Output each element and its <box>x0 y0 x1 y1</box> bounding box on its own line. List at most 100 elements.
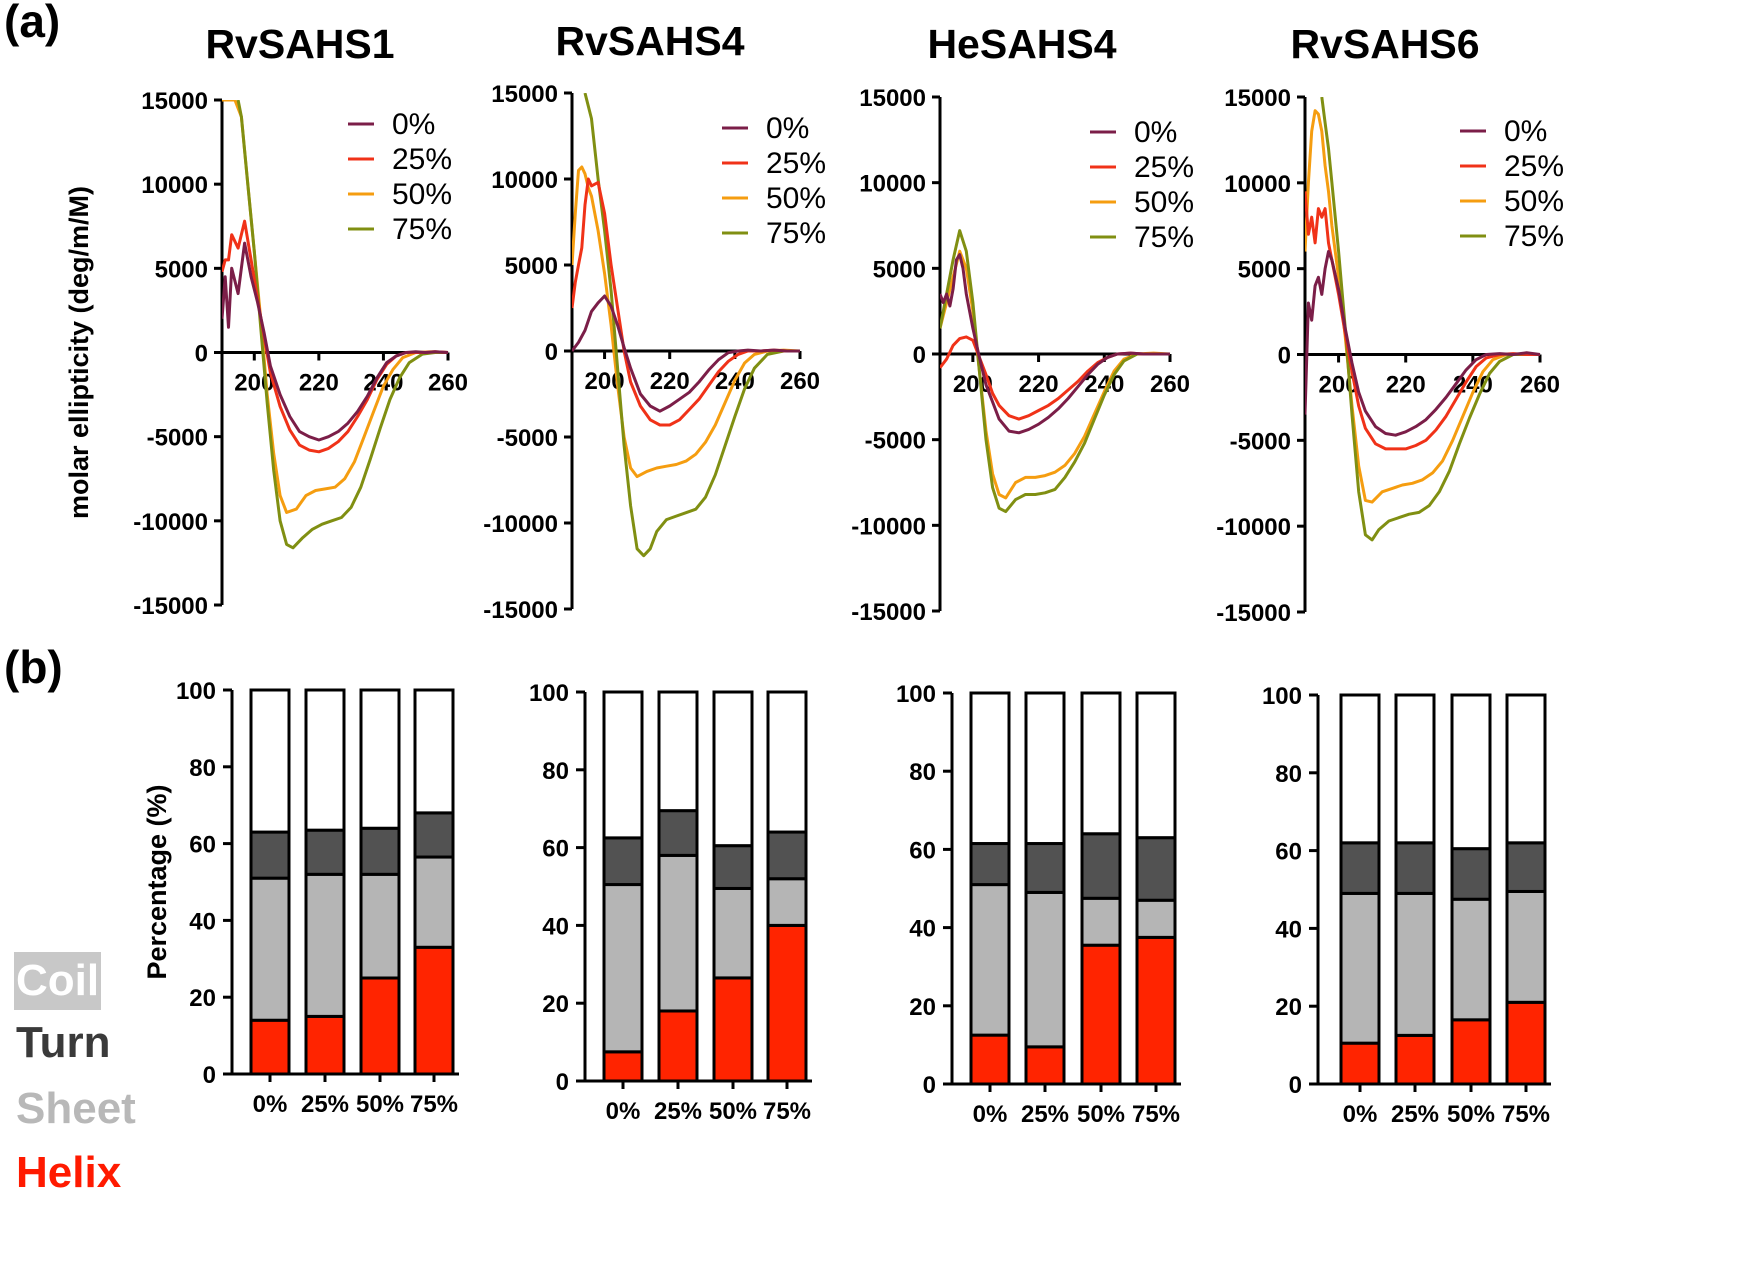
y-tick-label: 60 <box>189 832 216 859</box>
x-tick-label: 0% <box>1343 1101 1378 1128</box>
y-tick-label: 0 <box>195 341 208 368</box>
legend-coil: Coil <box>14 952 102 1010</box>
x-tick-label: 220 <box>299 370 339 397</box>
bar-segment-coil <box>304 688 346 832</box>
bar-segment-sheet <box>249 876 291 1022</box>
bar-segment-helix <box>1394 1033 1436 1086</box>
bar-segment-coil <box>1505 693 1547 845</box>
bar-segment-sheet <box>1339 891 1381 1045</box>
bar-segment-coil <box>1080 691 1122 836</box>
x-tick-label: 0% <box>253 1091 288 1118</box>
bar-segment-turn <box>712 844 754 890</box>
bar-segment-coil <box>712 690 754 848</box>
chart-title: RvSAHS1 <box>205 21 394 67</box>
y-tick-label: 10000 <box>141 172 208 199</box>
bar-segment-turn <box>1394 841 1436 895</box>
legend-label: 0% <box>766 112 809 145</box>
bar-segment-helix <box>249 1018 291 1076</box>
legend-label: 50% <box>1504 185 1564 218</box>
y-tick-label: 5000 <box>505 253 558 280</box>
series-line-75pct <box>1320 97 1540 542</box>
x-tick-label: 75% <box>1132 1101 1180 1128</box>
x-tick-label: 75% <box>763 1098 811 1125</box>
y-tick-label: 100 <box>176 678 216 705</box>
x-tick-label: 75% <box>1502 1101 1550 1128</box>
y-axis-label: Percentage (%) <box>142 784 172 979</box>
y-tick-label: 100 <box>529 680 569 707</box>
x-tick-label: 25% <box>1391 1101 1439 1128</box>
legend-label: 0% <box>1134 116 1177 149</box>
bar-segment-sheet <box>1080 896 1122 947</box>
y-tick-label: 20 <box>542 991 569 1018</box>
series-line-75pct <box>236 100 448 550</box>
bar-segment-helix <box>1024 1045 1066 1086</box>
y-tick-label: 80 <box>909 759 936 786</box>
y-tick-label: 10000 <box>859 171 926 198</box>
legend-helix: Helix <box>16 1148 122 1197</box>
chart-title: RvSAHS6 <box>1290 21 1479 67</box>
series-line-0pct <box>572 294 800 413</box>
x-tick-label: 50% <box>709 1098 757 1125</box>
x-tick-label: 260 <box>780 368 820 395</box>
bar-segment-turn <box>766 830 808 881</box>
y-tick-label: 10000 <box>491 167 558 194</box>
x-tick-label: 0% <box>973 1101 1008 1128</box>
series-line-0pct <box>1305 250 1541 437</box>
bar-segment-turn <box>359 826 401 876</box>
cd-chart-5: 0% 25% 50% 75% 0 20 40 60 80 100 Percentage (%) <box>142 678 459 1118</box>
y-tick-label: 100 <box>896 681 936 708</box>
bar-segment-coil <box>359 688 401 830</box>
bar-segment-sheet <box>766 877 808 927</box>
bar-segment-sheet <box>413 855 455 949</box>
bar-segment-coil <box>969 691 1011 846</box>
x-tick-label: 25% <box>1021 1101 1069 1128</box>
bar-segment-helix <box>657 1009 699 1083</box>
chart-title: HeSAHS4 <box>927 21 1116 67</box>
y-tick-label: 15000 <box>1224 85 1291 112</box>
cd-chart-7: 0% 25% 50% 75% 0 20 40 60 80 100 <box>896 681 1181 1128</box>
bar-segment-turn <box>413 811 455 859</box>
bar-segment-helix <box>1505 1000 1547 1086</box>
y-tick-label: 0 <box>923 1072 936 1099</box>
bar-segment-turn <box>249 830 291 880</box>
y-tick-label: -5000 <box>497 425 558 452</box>
bar-segment-sheet <box>304 872 346 1018</box>
panel-label-a: (a) <box>4 0 61 47</box>
bar-segment-turn <box>1024 842 1066 894</box>
bar-segment-turn <box>657 809 699 857</box>
cd-chart-6: 0% 25% 50% 75% 0 20 40 60 80 100 <box>529 680 812 1125</box>
series-line-0pct <box>222 241 449 442</box>
bar-segment-helix <box>1450 1018 1492 1086</box>
bar-segment-turn <box>1505 841 1547 893</box>
bar-segment-sheet <box>1394 891 1436 1037</box>
series-line-50pct <box>1305 109 1540 504</box>
y-tick-label: 20 <box>189 985 216 1012</box>
bar-segment-helix <box>969 1033 1011 1086</box>
bar-segment-turn <box>1135 836 1177 902</box>
bar-segment-turn <box>969 842 1011 887</box>
legend-label: 25% <box>392 143 452 176</box>
y-tick-label: 5000 <box>155 256 208 283</box>
y-tick-label: 60 <box>909 837 936 864</box>
y-tick-label: -15000 <box>133 593 208 620</box>
bar-segment-helix <box>1339 1041 1381 1086</box>
y-tick-label: 15000 <box>141 88 208 115</box>
legend-label: 50% <box>766 182 826 215</box>
y-tick-label: 80 <box>542 758 569 785</box>
y-tick-label: -10000 <box>851 513 926 540</box>
y-tick-label: 0 <box>556 1069 569 1096</box>
cd-chart-4: RvSAHS6 15000 10000 5000 0 -5000 -10000 -15000 2… <box>1216 21 1564 627</box>
legend-label: 75% <box>766 217 826 250</box>
y-tick-label: -10000 <box>1216 514 1291 541</box>
bar-segment-turn <box>602 836 644 887</box>
cd-chart-1: RvSAHS1 15000 10000 5000 0 -5000 -10000 -15000 2… <box>64 21 468 620</box>
legend-label: 25% <box>1134 151 1194 184</box>
legend-label: 75% <box>1134 221 1194 254</box>
y-tick-label: -5000 <box>865 428 926 455</box>
x-tick-label: 25% <box>654 1098 702 1125</box>
y-tick-label: -10000 <box>483 511 558 538</box>
y-tick-label: 0 <box>1289 1072 1302 1099</box>
chart-title: RvSAHS4 <box>555 18 744 64</box>
